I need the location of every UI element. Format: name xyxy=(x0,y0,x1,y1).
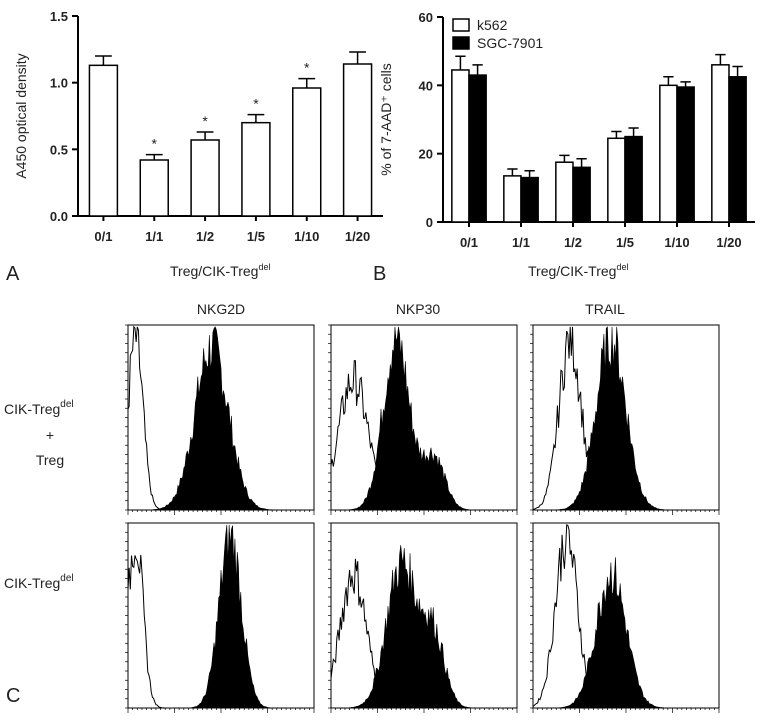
histogram-outline xyxy=(532,326,719,511)
row-sup: del xyxy=(60,399,73,410)
x-tick-label: 1/1 xyxy=(145,229,163,244)
bar xyxy=(607,137,626,223)
bar xyxy=(711,64,730,223)
error-bar xyxy=(349,51,366,64)
significance: * xyxy=(304,60,310,76)
legend-swatch xyxy=(452,18,470,32)
bar xyxy=(520,176,539,223)
histogram-outline xyxy=(330,360,517,511)
histogram-outline xyxy=(330,558,517,709)
header-text: Treg/CIK-Treg xyxy=(170,263,258,279)
error-bar xyxy=(95,55,112,66)
error-bar xyxy=(455,55,466,70)
y-tick-label: 40 xyxy=(419,78,433,93)
marker-label: TRAIL xyxy=(585,301,625,317)
histogram-filled xyxy=(330,326,518,511)
bar xyxy=(676,86,695,223)
x-tick-label: 1/1 xyxy=(512,235,530,250)
bar xyxy=(342,63,373,217)
error-bar xyxy=(247,113,265,123)
panel-label: A xyxy=(6,263,20,285)
legend-label: SGC-7901 xyxy=(477,35,543,51)
histogram-outline xyxy=(532,524,719,709)
bar xyxy=(292,87,322,217)
row-sup: del xyxy=(60,573,73,584)
histogram-filled xyxy=(533,326,719,511)
error-bar xyxy=(298,77,316,88)
header-sup: del xyxy=(258,262,270,272)
y-tick-label: 1.5 xyxy=(50,9,68,24)
x-tick-label: 0/1 xyxy=(460,235,478,250)
x-tick-label: 1/20 xyxy=(345,229,370,244)
x-tick-label: 0/1 xyxy=(94,229,112,244)
group-header: Treg/CIK-Tregdel xyxy=(170,262,270,279)
x-tick-label: 1/10 xyxy=(294,229,319,244)
y-axis-label: % of 7-AAD⁺ cells xyxy=(378,63,394,175)
histogram-outline xyxy=(127,554,314,709)
bar xyxy=(555,161,574,223)
y-tick-label: 0.0 xyxy=(50,209,68,224)
y-tick-label: 0 xyxy=(426,215,433,230)
error-bar xyxy=(680,81,691,88)
row-label: Treg xyxy=(36,452,64,468)
bar xyxy=(88,64,119,217)
bar xyxy=(468,74,487,223)
row-label: CIK-Tregdel xyxy=(4,573,74,591)
y-axis-label: A450 optical density xyxy=(13,53,29,178)
error-bar xyxy=(715,53,726,65)
error-bar xyxy=(145,153,163,160)
bar xyxy=(139,159,169,217)
significance: * xyxy=(152,136,158,152)
histogram-filled xyxy=(128,524,314,709)
legend-label: k562 xyxy=(477,17,508,33)
legend-swatch xyxy=(452,36,470,50)
error-bar xyxy=(524,170,535,178)
error-bar xyxy=(732,65,743,77)
bar xyxy=(241,121,271,217)
x-tick-label: 1/2 xyxy=(564,235,582,250)
row-label: + xyxy=(46,427,54,443)
y-tick-label: 1.0 xyxy=(50,76,68,91)
y-tick-label: 20 xyxy=(419,147,433,162)
significance: * xyxy=(202,113,208,129)
error-bar xyxy=(663,76,674,86)
error-bar xyxy=(576,158,587,168)
error-bar xyxy=(611,130,622,139)
row-text: CIK-Treg xyxy=(4,575,60,591)
header-text: Treg/CIK-Treg xyxy=(528,263,616,279)
x-tick-label: 1/10 xyxy=(664,235,689,250)
panel-label: C xyxy=(6,685,20,707)
bar xyxy=(728,76,747,223)
bar xyxy=(572,166,591,223)
marker-label: NKP30 xyxy=(396,301,441,317)
histogram-outline xyxy=(127,325,314,511)
error-bar xyxy=(472,64,483,76)
histogram-filled xyxy=(330,545,518,709)
x-tick-label: 1/5 xyxy=(247,229,265,244)
x-tick-label: 1/20 xyxy=(716,235,741,250)
error-bar xyxy=(196,131,214,140)
x-tick-label: 1/2 xyxy=(196,229,214,244)
header-sup: del xyxy=(616,262,628,272)
error-bar xyxy=(559,154,570,163)
y-tick-label: 60 xyxy=(419,10,433,25)
bar xyxy=(451,69,470,223)
significance: * xyxy=(253,96,259,112)
group-header: Treg/CIK-Tregdel xyxy=(528,262,628,279)
bar xyxy=(624,135,643,223)
panel-label: B xyxy=(373,263,386,285)
row-label: CIK-Tregdel xyxy=(4,399,74,417)
bar xyxy=(503,175,522,223)
bar xyxy=(659,84,678,223)
error-bar xyxy=(507,168,518,176)
error-bar xyxy=(628,127,639,137)
y-tick-label: 0.5 xyxy=(50,142,68,157)
x-tick-label: 1/5 xyxy=(616,235,634,250)
bar xyxy=(190,139,220,217)
row-text: CIK-Treg xyxy=(4,401,60,417)
histogram-filled xyxy=(127,326,315,511)
marker-label: NKG2D xyxy=(197,301,245,317)
